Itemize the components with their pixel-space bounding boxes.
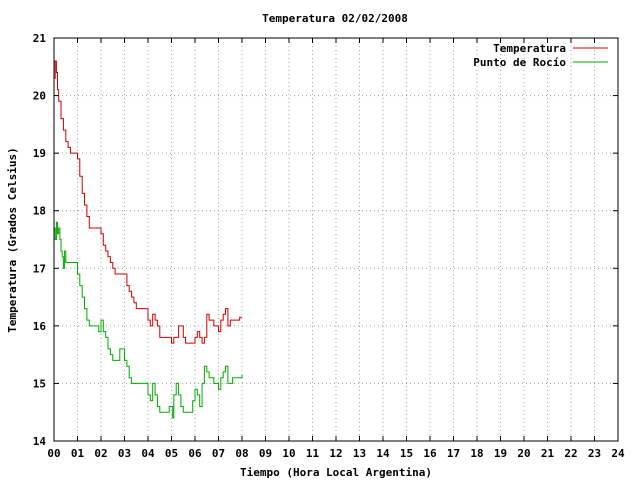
y-tick-label: 20 <box>33 90 46 103</box>
x-tick-label: 00 <box>47 447 60 460</box>
x-tick-label: 06 <box>188 447 202 460</box>
x-tick-label: 16 <box>423 447 437 460</box>
y-tick-label: 17 <box>33 262 46 275</box>
x-tick-label: 01 <box>71 447 85 460</box>
y-tick-label: 21 <box>33 32 47 45</box>
series-temperatura-line <box>54 60 242 344</box>
x-axis-title: Tiempo (Hora Local Argentina) <box>240 466 432 479</box>
plot-frame <box>53 37 619 442</box>
x-tick-label: 19 <box>494 447 507 460</box>
x-tick-label: 04 <box>141 447 155 460</box>
axis-ticks <box>53 37 619 442</box>
x-tick-label: 07 <box>212 447 225 460</box>
y-tick-label: 19 <box>33 147 46 160</box>
y-axis-title: Temperatura (Grados Celsius) <box>6 147 19 332</box>
x-tick-label: 15 <box>400 447 413 460</box>
legend-label: Temperatura <box>493 42 566 55</box>
x-tick-label: 17 <box>447 447 460 460</box>
x-tick-label: 05 <box>165 447 178 460</box>
legend-label: Punto de Rocío <box>473 56 566 69</box>
x-tick-label: 08 <box>235 447 248 460</box>
series-punto-de-rocio-line <box>54 221 243 419</box>
y-tick-label: 14 <box>33 435 47 448</box>
y-tick-label: 16 <box>33 320 47 333</box>
y-tick-label: 18 <box>33 205 46 218</box>
x-tick-label: 09 <box>259 447 272 460</box>
grid <box>54 38 618 441</box>
x-tick-label: 21 <box>541 447 555 460</box>
x-tick-label: 18 <box>470 447 483 460</box>
x-tick-label: 14 <box>376 447 390 460</box>
x-tick-label: 12 <box>329 447 342 460</box>
y-tick-label: 15 <box>33 377 46 390</box>
series-group <box>54 60 243 419</box>
x-tick-label: 22 <box>564 447 577 460</box>
x-tick-label: 23 <box>588 447 601 460</box>
x-tick-label: 10 <box>282 447 295 460</box>
chart-title: Temperatura 02/02/2008 <box>262 12 408 25</box>
x-tick-label: 11 <box>306 447 320 460</box>
x-tick-label: 13 <box>353 447 366 460</box>
x-tick-label: 20 <box>517 447 530 460</box>
x-tick-label: 24 <box>611 447 625 460</box>
tick-labels: 00 01 02 03 04 05 06 07 08 09 10 11 12 13 14 15 16 17 18 19… <box>33 32 625 460</box>
x-tick-label: 02 <box>94 447 107 460</box>
x-tick-label: 03 <box>118 447 131 460</box>
